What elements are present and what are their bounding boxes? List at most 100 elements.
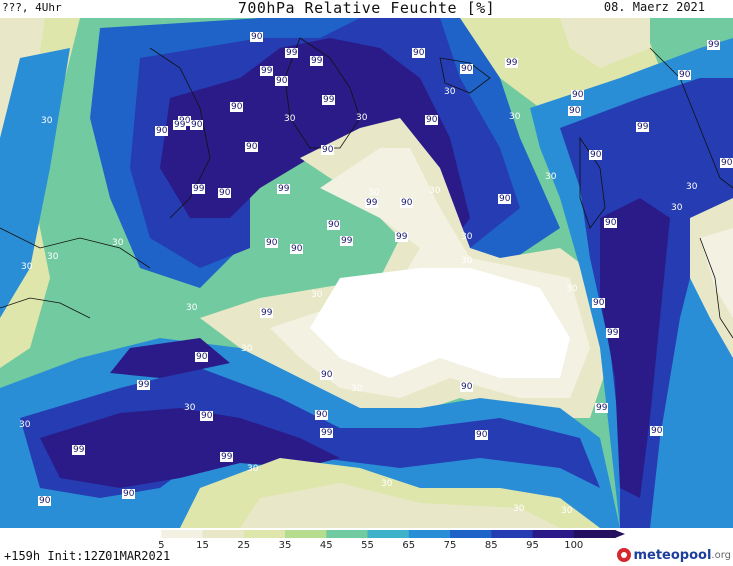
colorbar-segment [408,530,451,538]
coastline-baffin [149,47,211,219]
field-drier-northeast [560,18,650,68]
colorbar-segment [285,530,327,538]
colorbar-segment [367,530,410,538]
contour-label: 90 [230,102,244,112]
contour-label: 90 [589,150,603,160]
contour-label: 99 [365,198,379,208]
field-saturated-east [600,198,670,498]
contour-label: 30 [284,114,296,124]
brand-tld: .org [711,549,731,561]
field-driest-central [310,268,570,378]
contour-label: 99 [192,184,206,194]
contour-label: 90 [155,126,169,136]
colorbar-tick-label: 35 [278,540,292,551]
coastlines [0,37,733,339]
colorbar-segment [202,530,245,538]
contour-label: 90 [250,32,264,42]
contour-label: 99 [636,122,650,132]
contour-label: 30 [561,506,573,516]
contour-label: 30 [186,303,198,313]
contour-label: 99 [395,232,409,242]
colorbar-tick-label: 95 [526,540,539,551]
contour-label: 90 [498,194,512,204]
contour-label: 90 [460,382,474,392]
contour-label: 30 [509,112,521,122]
colorbar-segment [491,530,534,538]
contour-label: 30 [461,232,473,242]
contour-label: 30 [686,182,698,192]
contour-label: 90 [38,496,52,506]
contour-label: 99 [340,236,354,246]
contour-label: 30 [461,256,473,266]
contour-label: 90 [678,70,692,80]
colorbar-tick-label: 85 [484,540,498,551]
contour-label: 90 [320,370,334,380]
contour-label: 90 [571,90,585,100]
contour-label: 99 [260,66,274,76]
colorbar-tick-label: 55 [361,540,374,551]
colorbar-segment [120,530,162,538]
contour-label: 30 [436,289,448,299]
contour-label: 99 [277,184,291,194]
contour-label: 99 [320,428,334,438]
colorbar-tick-label: 15 [196,540,209,551]
contour-label: 30 [566,284,578,294]
contour-label: 90 [195,352,209,362]
coastline-newfoundland [0,297,91,319]
contour-label: 99 [707,40,721,50]
colorbar-tick-label: 25 [237,540,251,551]
run-info: +159h Init:12Z01MAR2021 [4,549,171,563]
contour-label: 90 [245,142,259,152]
contour-label: 99 [260,308,274,318]
contour-label: 30 [545,172,557,182]
field-moist-west [0,48,70,318]
colorbar-tick-label: 45 [319,540,333,551]
contour-label: 90 [290,244,304,254]
contour-label: 30 [311,290,323,300]
contour-label: 90 [400,198,414,208]
contour-label: 99 [505,58,519,68]
colorbar-segment [243,530,286,538]
forecast-date: 08. Maerz 2021 [603,0,705,14]
field-saturated-south [40,408,340,488]
contour-label: 99 [595,403,609,413]
colorbar [120,530,625,538]
contour-label: 90 [190,120,204,130]
colorbar-ticks: 5 15 25 35 45 55 65 75 85 95 100 [120,540,625,552]
contour-label: 30 [47,252,59,262]
colorbar-segment [326,530,369,538]
contour-label: 30 [351,384,363,394]
contour-label: 90 [315,410,329,420]
contour-label: 90 [200,411,214,421]
contour-label: 90 [425,115,439,125]
contour-label: 30 [247,464,259,474]
contour-label: 90 [475,430,489,440]
contour-label: 99 [285,48,299,58]
contour-label: 30 [429,186,441,196]
colorbar-segment [573,530,616,538]
colorbar-segment [450,530,492,538]
contour-label: 30 [368,188,380,198]
contour-label: 90 [265,238,279,248]
colorbar-tick-label: 65 [402,540,416,551]
brand-logo[interactable]: meteopool .org [617,546,731,564]
meteopool-logo-icon [617,548,632,562]
contour-label: 99 [137,380,151,390]
contour-label: 99 [173,120,187,130]
contour-label: 30 [19,420,31,430]
contour-label: 90 [122,489,136,499]
contour-label: 30 [513,504,525,514]
contour-label: 90 [650,426,664,436]
contour-label: 99 [322,95,336,105]
contour-label: 30 [41,116,53,126]
contour-label: 30 [444,87,456,97]
contour-label: 99 [310,56,324,66]
colorbar-segment [161,530,204,538]
contour-label: 30 [184,403,196,413]
contour-label: 90 [568,106,582,116]
coastline-greenland [284,37,361,149]
colorbar-segment [532,530,575,538]
coastline-europe [699,237,733,339]
field-drier-south [240,483,560,528]
contour-label: 90 [275,76,289,86]
